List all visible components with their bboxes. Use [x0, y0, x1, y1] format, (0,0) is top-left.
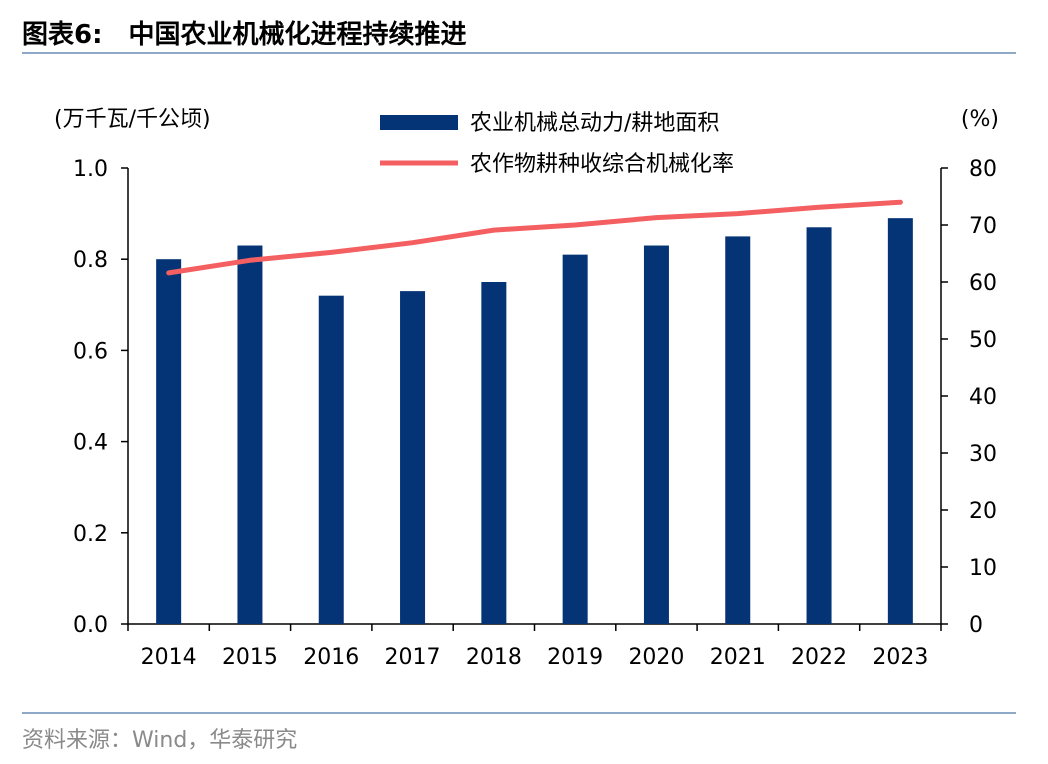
x-axis-tick-label: 2019 [547, 645, 603, 670]
x-axis-tick-label: 2020 [628, 645, 684, 670]
left-axis-tick-label: 1.0 [73, 157, 108, 182]
right-axis-tick-label: 40 [969, 385, 997, 410]
bar-2018 [481, 282, 507, 624]
x-axis-tick-label: 2023 [872, 645, 928, 670]
x-axis-tick-label: 2021 [710, 645, 766, 670]
right-axis-tick-label: 50 [969, 328, 997, 353]
bar-2021 [725, 236, 751, 624]
x-axis-tick-label: 2022 [791, 645, 847, 670]
x-axis-tick-label: 2018 [466, 645, 522, 670]
bar-2014 [156, 259, 182, 624]
right-axis-tick-label: 10 [969, 556, 997, 581]
legend-line-label: 农作物耕种收综合机械化率 [470, 152, 734, 177]
bar-2015 [237, 245, 263, 624]
left-axis-tick-label: 0.4 [73, 431, 108, 456]
bar-2023 [887, 218, 913, 624]
right-axis-tick-label: 30 [969, 442, 997, 467]
right-axis-tick-label: 0 [969, 613, 983, 638]
x-axis-tick-label: 2017 [385, 645, 441, 670]
right-axis-tick-label: 80 [969, 157, 997, 182]
legend-bar-label: 农业机械总动力/耕地面积 [470, 111, 719, 136]
bar-2016 [318, 295, 344, 624]
bar-2020 [643, 245, 669, 624]
bar-2022 [806, 227, 832, 624]
source-note: 资料来源：Wind，华泰研究 [22, 728, 298, 753]
bar-2017 [400, 291, 426, 624]
footer-rule [22, 712, 1016, 714]
left-axis-tick-label: 0.8 [73, 248, 108, 273]
x-axis-tick-label: 2015 [222, 645, 278, 670]
figure-label: 图表6: [22, 20, 103, 50]
left-axis-unit-label: (万千瓦/千公顷) [54, 107, 211, 132]
right-axis-tick-label: 60 [969, 271, 997, 296]
left-axis-tick-label: 0.2 [73, 522, 108, 547]
left-axis-tick-label: 0.6 [73, 339, 108, 364]
x-axis-tick-label: 2016 [303, 645, 359, 670]
figure-title: 中国农业机械化进程持续推进 [128, 20, 467, 50]
header-rule [22, 52, 1016, 54]
right-axis-unit-label: (%) [961, 107, 999, 132]
mechanization-rate-line [166, 199, 903, 276]
legend-bar-swatch [380, 115, 458, 130]
bar-2019 [562, 254, 588, 624]
chart-title: 图表6: 中国农业机械化进程持续推进 [22, 14, 467, 51]
right-axis-tick-label: 20 [969, 499, 997, 524]
right-axis-tick-label: 70 [969, 214, 997, 239]
left-axis-tick-label: 0.0 [73, 613, 108, 638]
x-axis-tick-label: 2014 [141, 645, 197, 670]
